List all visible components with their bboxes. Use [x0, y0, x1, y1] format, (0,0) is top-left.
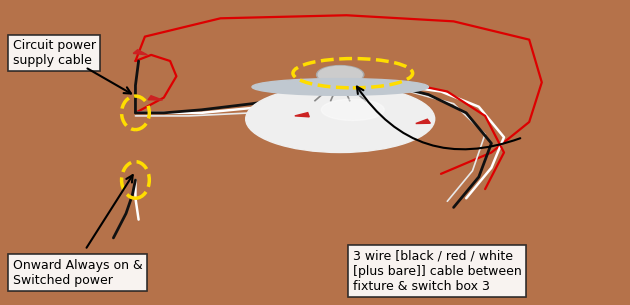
Polygon shape [416, 119, 430, 124]
Ellipse shape [246, 85, 435, 152]
Text: Onward Always on &
Switched power: Onward Always on & Switched power [13, 259, 142, 287]
Ellipse shape [321, 99, 384, 120]
Polygon shape [148, 96, 163, 100]
Polygon shape [133, 50, 147, 55]
Ellipse shape [252, 79, 428, 95]
Polygon shape [295, 113, 309, 117]
Ellipse shape [317, 66, 364, 84]
Text: 3 wire [black / red / white
[plus bare]] cable between
fixture & switch box 3: 3 wire [black / red / white [plus bare]]… [353, 250, 522, 293]
Text: Circuit power
supply cable: Circuit power supply cable [13, 39, 96, 67]
Ellipse shape [318, 66, 362, 83]
